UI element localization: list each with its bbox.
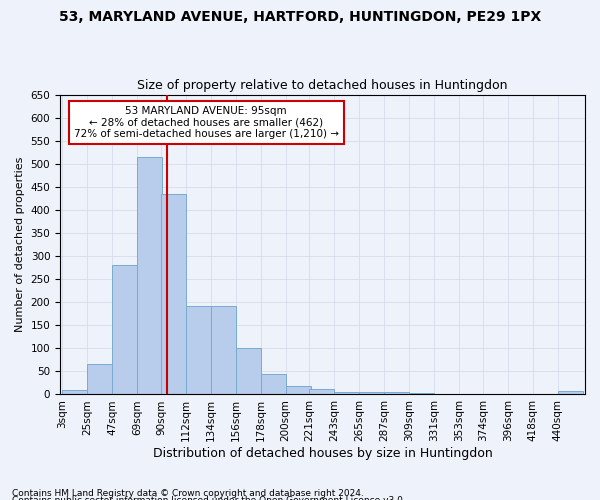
Bar [558,391,583,394]
Text: Contains HM Land Registry data © Crown copyright and database right 2024.: Contains HM Land Registry data © Crown c… [12,488,364,498]
Y-axis label: Number of detached properties: Number of detached properties [15,157,25,332]
Bar [236,348,261,395]
Bar [62,390,87,394]
Bar [334,392,359,394]
Bar [161,194,186,394]
Bar [87,364,112,394]
Text: 53 MARYLAND AVENUE: 95sqm
← 28% of detached houses are smaller (462)
72% of semi: 53 MARYLAND AVENUE: 95sqm ← 28% of detac… [74,106,339,140]
Bar [385,392,409,394]
Bar [186,306,211,394]
Text: Contains public sector information licensed under the Open Government Licence v3: Contains public sector information licen… [12,496,406,500]
Bar [359,392,385,394]
Text: 53, MARYLAND AVENUE, HARTFORD, HUNTINGDON, PE29 1PX: 53, MARYLAND AVENUE, HARTFORD, HUNTINGDO… [59,10,541,24]
Bar [409,393,434,394]
Bar [137,157,162,394]
Bar [310,390,334,394]
Bar [261,374,286,394]
Title: Size of property relative to detached houses in Huntingdon: Size of property relative to detached ho… [137,79,508,92]
X-axis label: Distribution of detached houses by size in Huntingdon: Distribution of detached houses by size … [152,447,493,460]
Bar [286,386,311,394]
Bar [211,306,236,394]
Bar [112,266,137,394]
